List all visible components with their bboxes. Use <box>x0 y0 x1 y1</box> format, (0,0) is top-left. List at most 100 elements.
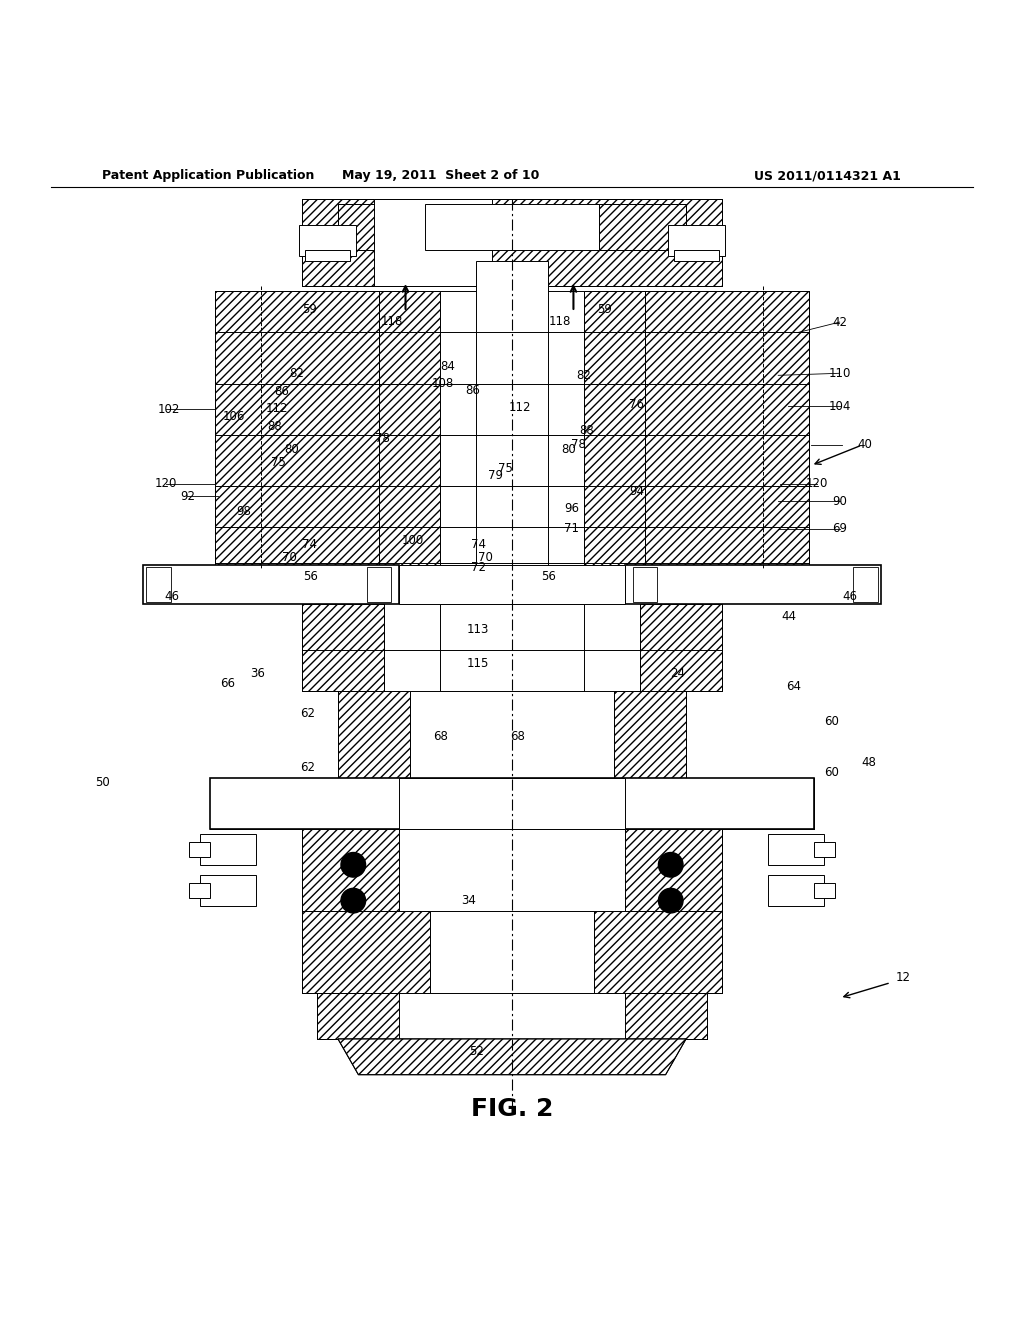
Text: 69: 69 <box>833 523 847 536</box>
Text: 98: 98 <box>237 506 251 517</box>
Text: 112: 112 <box>265 401 288 414</box>
Bar <box>645 292 809 568</box>
Text: 120: 120 <box>155 478 177 490</box>
Text: 88: 88 <box>267 420 282 433</box>
Bar <box>200 875 256 906</box>
Bar <box>399 777 625 829</box>
Bar <box>302 829 399 911</box>
Text: May 19, 2011  Sheet 2 of 10: May 19, 2011 Sheet 2 of 10 <box>342 169 539 182</box>
Bar <box>625 829 722 911</box>
Bar <box>476 260 548 578</box>
Bar <box>302 911 430 993</box>
Text: 80: 80 <box>285 442 299 455</box>
Bar <box>814 883 835 898</box>
Circle shape <box>341 888 366 913</box>
Text: 79: 79 <box>488 469 503 482</box>
Text: 110: 110 <box>828 367 851 380</box>
Bar <box>215 292 379 568</box>
Bar <box>853 566 878 602</box>
Text: 84: 84 <box>440 359 455 372</box>
Text: 46: 46 <box>843 590 857 603</box>
Text: 94: 94 <box>630 484 644 498</box>
Text: 34: 34 <box>462 894 476 907</box>
Text: 44: 44 <box>781 610 796 623</box>
Text: 115: 115 <box>467 656 489 669</box>
Bar <box>317 993 707 1039</box>
Text: 76: 76 <box>630 397 644 411</box>
Text: 56: 56 <box>303 569 317 582</box>
Bar <box>338 205 425 251</box>
Text: 52: 52 <box>469 1044 483 1057</box>
Text: 88: 88 <box>580 424 594 437</box>
Text: 78: 78 <box>375 433 389 445</box>
Bar <box>645 292 809 568</box>
Bar <box>302 829 399 911</box>
Bar <box>302 199 722 286</box>
Bar <box>768 834 824 865</box>
Bar <box>814 842 835 857</box>
Text: 112: 112 <box>509 400 531 413</box>
Text: 42: 42 <box>833 315 847 329</box>
Text: 102: 102 <box>158 403 180 416</box>
Text: 68: 68 <box>510 730 524 743</box>
Text: 92: 92 <box>180 490 195 503</box>
Bar <box>189 842 210 857</box>
Text: 66: 66 <box>220 677 234 690</box>
Bar <box>640 603 722 690</box>
Text: 71: 71 <box>564 523 579 536</box>
Text: 75: 75 <box>499 462 513 475</box>
Bar <box>210 777 343 829</box>
Bar <box>200 834 256 865</box>
Bar <box>599 205 686 251</box>
Text: 90: 90 <box>833 495 847 508</box>
Text: 48: 48 <box>861 756 876 768</box>
Bar <box>681 777 814 829</box>
Text: 100: 100 <box>401 533 424 546</box>
Bar <box>189 883 210 898</box>
Text: 59: 59 <box>597 304 611 317</box>
Text: 46: 46 <box>165 590 179 603</box>
Bar <box>338 690 410 783</box>
Bar <box>379 292 440 568</box>
Bar <box>584 292 645 568</box>
Bar <box>599 205 686 251</box>
Bar <box>674 251 719 260</box>
Text: 24: 24 <box>671 667 685 680</box>
Bar <box>425 205 599 251</box>
Text: Patent Application Publication: Patent Application Publication <box>102 169 314 182</box>
Bar <box>399 829 625 911</box>
Bar <box>374 199 492 286</box>
Text: 118: 118 <box>381 314 403 327</box>
Bar <box>210 777 814 829</box>
Text: 118: 118 <box>549 314 571 327</box>
Bar <box>594 911 722 993</box>
Text: 70: 70 <box>478 552 493 564</box>
Bar <box>410 690 614 783</box>
Bar <box>317 993 707 1039</box>
Bar <box>302 911 430 993</box>
Text: 36: 36 <box>251 667 265 680</box>
Text: FIG. 2: FIG. 2 <box>471 1097 553 1121</box>
Bar <box>614 690 686 783</box>
Bar <box>302 199 722 286</box>
Circle shape <box>658 853 683 876</box>
Text: 106: 106 <box>222 409 245 422</box>
Bar <box>430 911 594 993</box>
Text: 56: 56 <box>542 569 556 582</box>
Text: 70: 70 <box>283 552 297 564</box>
Bar <box>215 292 379 568</box>
Text: 59: 59 <box>302 304 316 317</box>
Text: 62: 62 <box>300 762 314 774</box>
Circle shape <box>341 853 366 876</box>
Bar <box>614 690 686 783</box>
Bar <box>668 224 725 256</box>
Text: 96: 96 <box>564 502 579 515</box>
Text: 64: 64 <box>786 680 801 693</box>
Text: 68: 68 <box>433 730 447 743</box>
Bar <box>625 565 881 603</box>
Text: US 2011/0114321 A1: US 2011/0114321 A1 <box>755 169 901 182</box>
Text: 120: 120 <box>806 478 828 490</box>
Bar <box>594 911 722 993</box>
Bar <box>584 292 645 568</box>
Text: 74: 74 <box>471 537 485 550</box>
